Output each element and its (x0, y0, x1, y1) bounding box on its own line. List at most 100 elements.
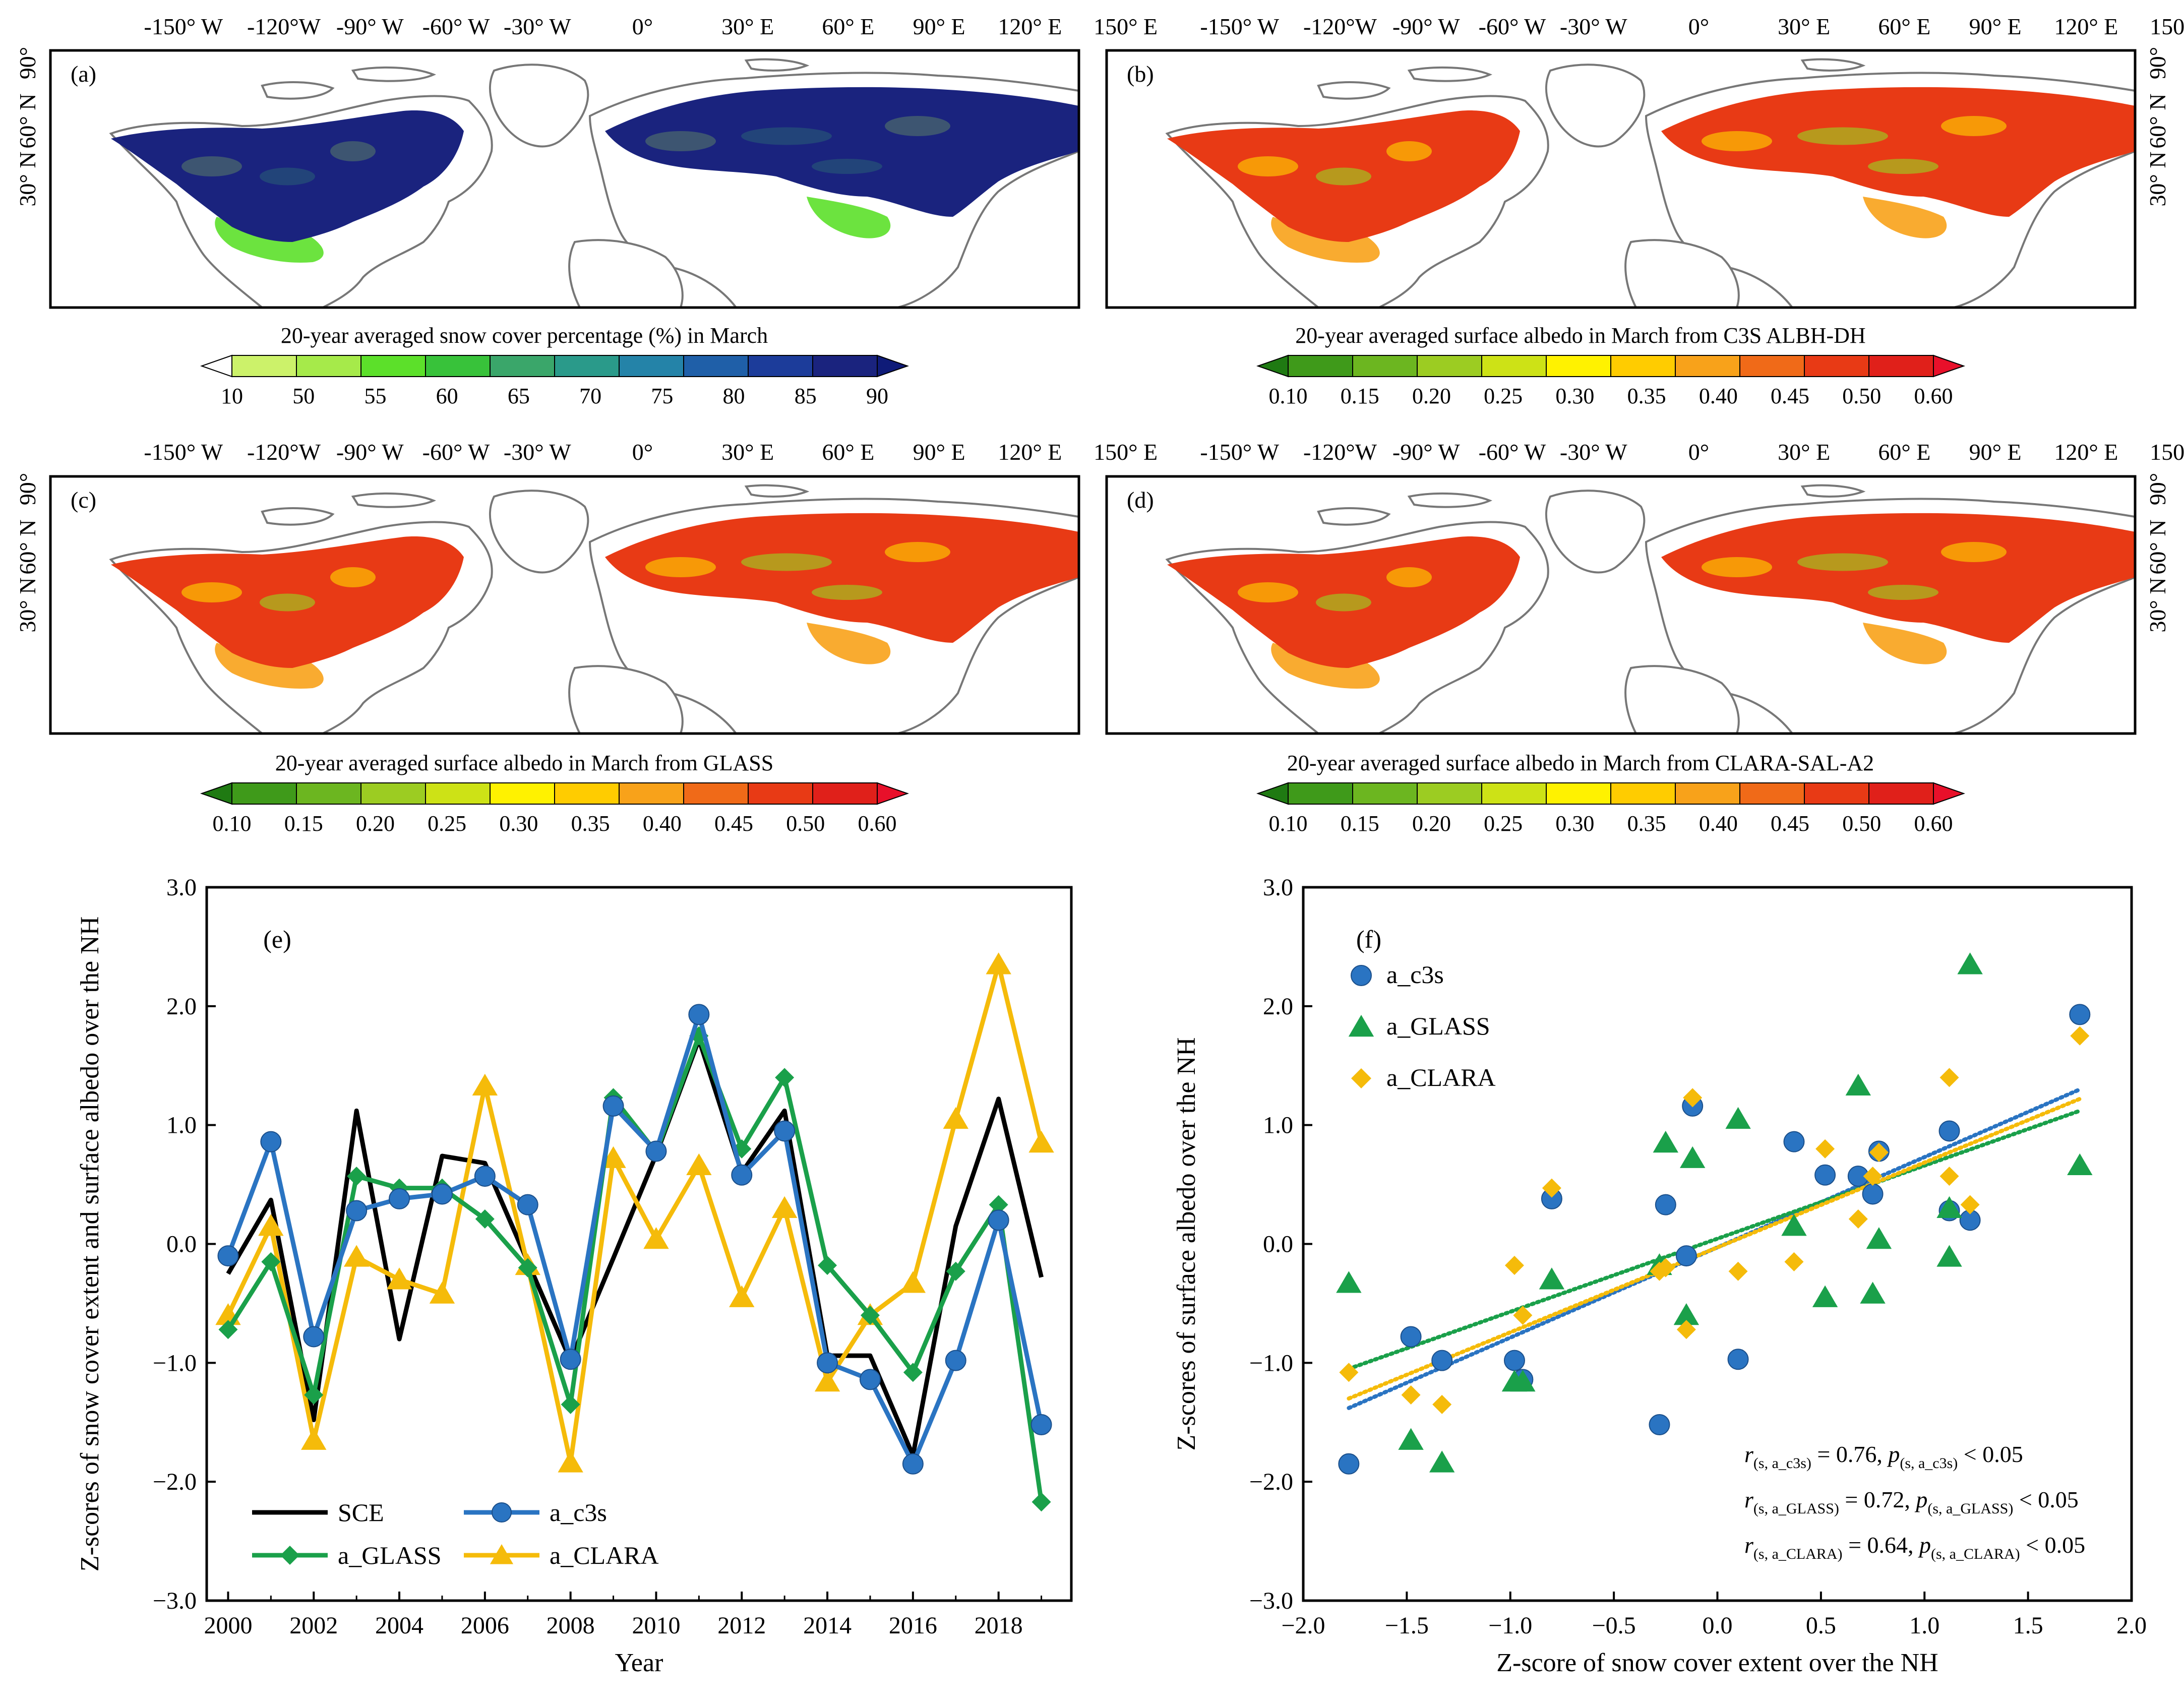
latitude-label: 30° N (2145, 151, 2170, 206)
longitude-label: -150° W (144, 14, 223, 39)
colorbar-segment (425, 355, 491, 377)
land-outline (1800, 484, 1866, 498)
colorbar-segment (1675, 355, 1740, 377)
land-outline (744, 58, 810, 72)
data-point-a_CLARA (1401, 1385, 1421, 1405)
panel-label: (e) (263, 925, 291, 953)
longitude-label: 60° E (1878, 14, 1930, 39)
data-point-a_c3s (1338, 1453, 1360, 1475)
longitude-label: -30° W (1560, 439, 1627, 465)
stats-annotation: r(s, a_c3s) = 0.76, p(s, a_c3s) < 0.05 (1744, 1441, 2023, 1472)
map-texture-patch (1316, 167, 1371, 186)
x-tick-label: 2.0 (2116, 1612, 2147, 1639)
longitude-label: -60° W (1479, 439, 1546, 465)
panel-label: (b) (1127, 61, 1154, 87)
data-point-a_c3s (303, 1326, 325, 1348)
data-point-a_GLASS (1429, 1450, 1455, 1473)
colorbar-segment (619, 355, 684, 377)
data-point-a_CLARA (1542, 1178, 1561, 1198)
colorbar-tick-label: 50 (292, 384, 315, 408)
x-tick-label: 2010 (632, 1612, 680, 1639)
y-tick-label: −3.0 (1249, 1588, 1293, 1614)
colorbar-tick-label: 0.30 (499, 811, 538, 836)
colorbar-segment (748, 355, 813, 377)
colorbar-tick-label: 0.40 (1699, 811, 1738, 836)
map-a (50, 50, 1079, 308)
data-point-a_CLARA (1028, 1131, 1054, 1153)
colorbar-tick-label: 0.35 (1627, 811, 1666, 836)
data-point-a_GLASS (561, 1394, 580, 1414)
legend-marker (1351, 1068, 1371, 1088)
colorbar-tick-label: 0.15 (1341, 811, 1379, 836)
data-point-a_CLARA (2070, 1026, 2090, 1046)
colorbar-segment (554, 782, 620, 805)
colorbar-tick-label: 0.25 (1484, 811, 1523, 836)
map-panels: (a) -150° W -120°W -90° W -60° W -30° W 0° 30° … (15, 14, 2184, 836)
colorbar-tick-label: 70 (579, 384, 601, 408)
data-point-a_GLASS (989, 1195, 1008, 1214)
data-point-a_c3s (902, 1453, 924, 1475)
longitude-label: 120° E (2054, 14, 2118, 39)
data-point-a_CLARA (1728, 1261, 1748, 1281)
colorbar-tick-label: 0.20 (356, 811, 395, 836)
latitude-label: 30° N (15, 151, 40, 206)
data-point-a_GLASS (304, 1385, 324, 1405)
stats-annotation: r(s, a_CLARA) = 0.64, p(s, a_CLARA) < 0.… (1744, 1532, 2085, 1562)
data-point-a_GLASS (1032, 1492, 1051, 1512)
data-point-a_GLASS (261, 1252, 281, 1271)
data-point-a_GLASS (1680, 1146, 1706, 1168)
colorbar-tick-label: 0.50 (1842, 811, 1881, 836)
data-point-a_GLASS (1653, 1131, 1679, 1153)
land-outline (261, 507, 335, 526)
colorbar-tick-label: 0.45 (1771, 384, 1809, 408)
data-point-a_c3s (1814, 1164, 1836, 1186)
data-point-a_GLASS (1539, 1267, 1565, 1290)
map-fill-eurasia (605, 87, 1079, 217)
y-tick-label: 1.0 (1263, 1112, 1293, 1139)
colorbar-segment (1352, 782, 1418, 805)
trend-line-a_CLARA (1347, 1096, 2082, 1401)
colorbar-tick-label: 60 (436, 384, 458, 408)
data-point-a_GLASS (1673, 1303, 1700, 1325)
longitude-label: 90° E (1969, 14, 2022, 39)
data-point-a_c3s (1431, 1350, 1453, 1371)
panel-label: (f) (1356, 925, 1381, 953)
map-texture-patch (330, 567, 376, 587)
data-point-a_GLASS (1957, 952, 1983, 974)
colorbar-tick-label: 0.10 (1269, 811, 1308, 836)
colorbar-tick-label: 0.35 (571, 811, 610, 836)
land-outline (1407, 66, 1493, 82)
data-point-a_c3s (1030, 1414, 1052, 1435)
colorbar-tick-label: 75 (651, 384, 673, 408)
longitude-label: 90° E (913, 439, 965, 465)
colorbar-segment (1868, 355, 1934, 377)
land-outline (1624, 239, 1740, 308)
y-tick-label: 0.0 (1263, 1231, 1293, 1258)
longitude-label: -30° W (1560, 14, 1627, 39)
longitude-label: 0° (1688, 439, 1709, 465)
latitude-label: 60° N (15, 519, 40, 574)
x-tick-label: 2002 (289, 1612, 338, 1639)
colorbar-tick-label: 0.10 (213, 811, 252, 836)
colorbar-tick-label: 0.40 (1699, 384, 1738, 408)
data-point-a_GLASS (1812, 1285, 1838, 1307)
colorbar-caption: 20-year averaged surface albedo in March… (1287, 751, 1874, 775)
longitude-label: -150° W (144, 439, 223, 465)
colorbar-segment (1610, 355, 1676, 377)
map-frame (49, 49, 1080, 309)
map-texture-patch (1941, 542, 2007, 562)
longitude-label: -120°W (1303, 14, 1377, 39)
legend-label: a_CLARA (1386, 1063, 1496, 1091)
colorbar-arrow-right (877, 782, 909, 805)
map-texture-patch (1941, 116, 2007, 136)
data-point-a_CLARA (301, 1428, 327, 1450)
data-point-a_CLARA (1848, 1209, 1868, 1229)
map-frame (1105, 49, 2137, 309)
x-tick-label: 2008 (547, 1612, 595, 1639)
map-texture-patch (1868, 159, 1938, 174)
longitude-label: -30° W (504, 14, 571, 39)
colorbar-segment (1481, 782, 1547, 805)
colorbar-arrow-left (200, 782, 232, 805)
data-point-a_c3s (817, 1352, 838, 1374)
data-point-a_GLASS (860, 1306, 880, 1325)
